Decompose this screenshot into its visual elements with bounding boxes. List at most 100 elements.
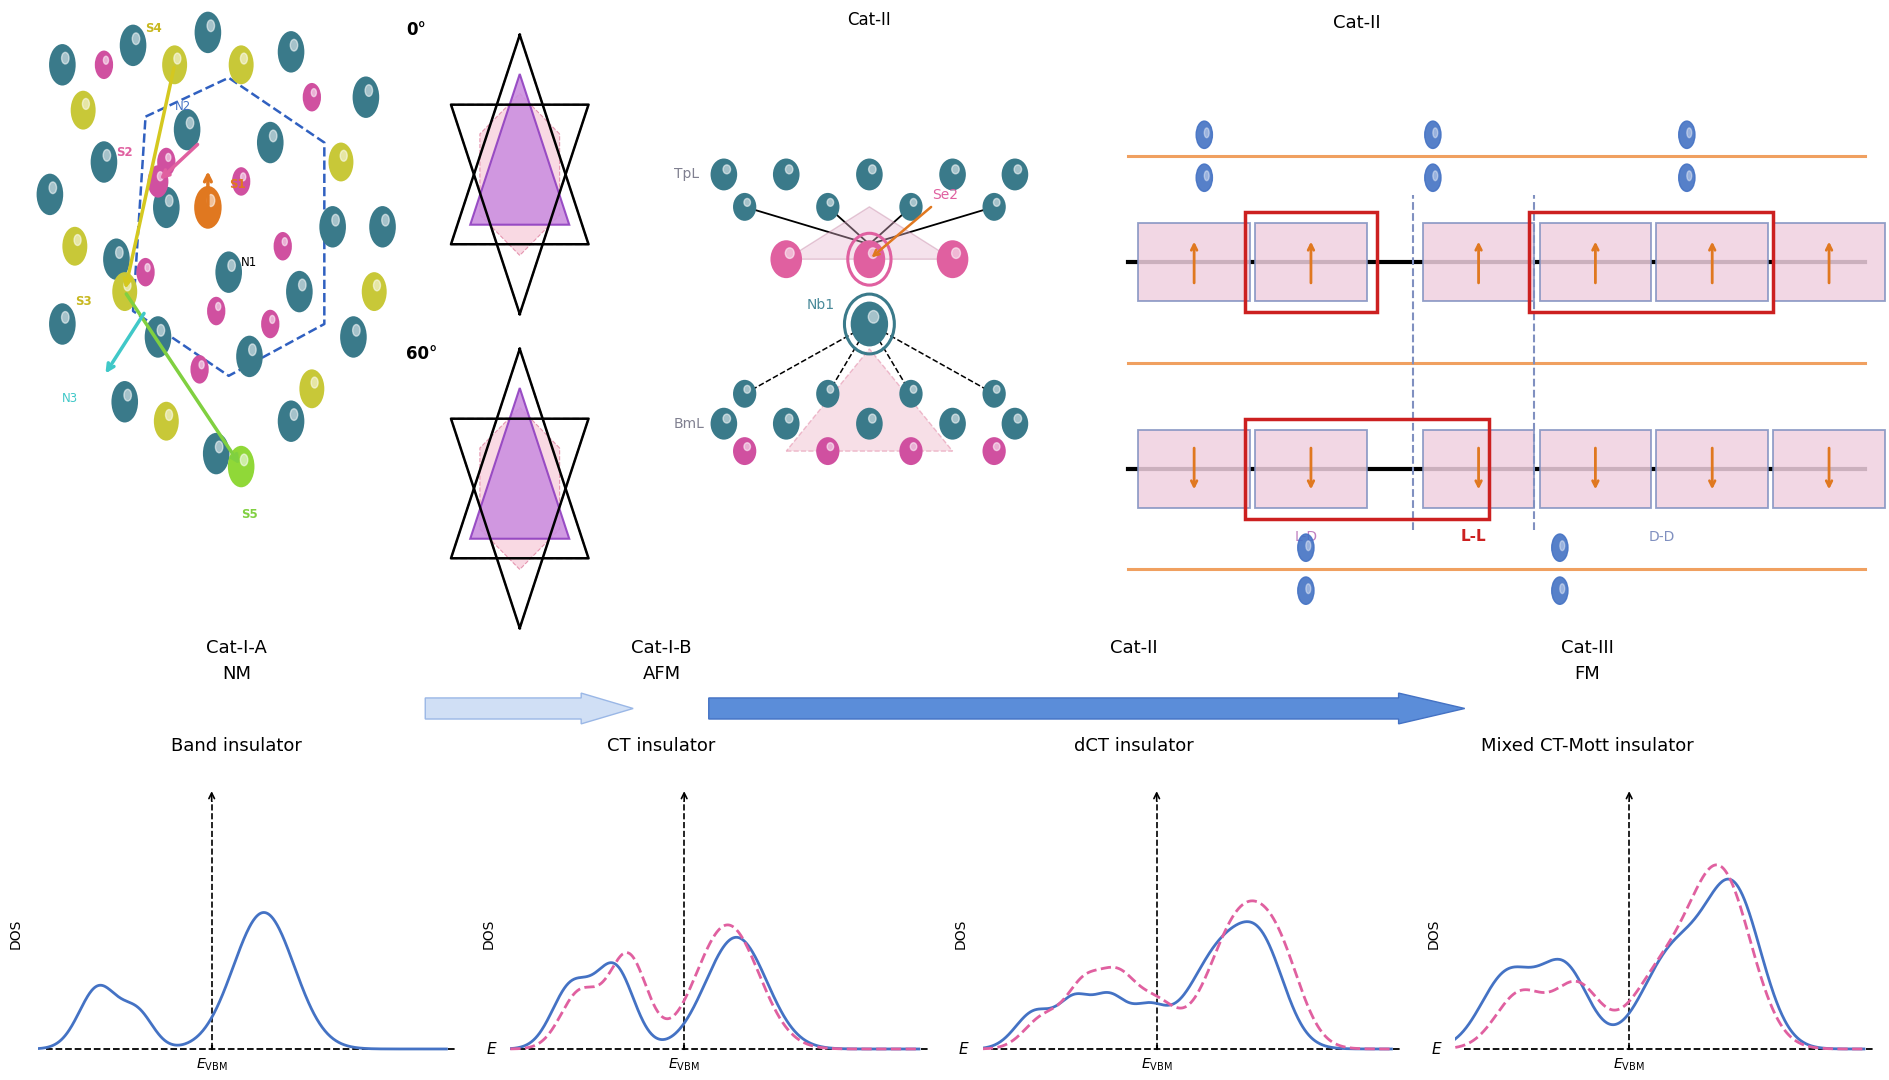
Text: S3: S3	[76, 295, 91, 308]
Circle shape	[215, 441, 223, 453]
Circle shape	[191, 355, 208, 383]
Text: Cat-II: Cat-II	[1109, 639, 1158, 658]
Text: $E$: $E$	[958, 1041, 969, 1057]
Text: BmL: BmL	[674, 417, 705, 431]
Circle shape	[365, 84, 372, 96]
Circle shape	[166, 409, 172, 420]
Circle shape	[278, 31, 304, 72]
Circle shape	[899, 193, 922, 220]
Circle shape	[773, 159, 799, 190]
Circle shape	[291, 39, 298, 51]
FancyBboxPatch shape	[1540, 430, 1651, 508]
Text: S2: S2	[117, 146, 132, 159]
Text: DOS: DOS	[9, 919, 23, 949]
Text: AFM: AFM	[642, 665, 680, 684]
Text: D-D: D-D	[1647, 530, 1674, 544]
Circle shape	[278, 401, 304, 442]
Circle shape	[236, 336, 263, 377]
Circle shape	[119, 25, 145, 66]
Circle shape	[937, 240, 967, 279]
Circle shape	[340, 316, 366, 357]
Circle shape	[302, 83, 321, 111]
Circle shape	[744, 386, 750, 393]
Circle shape	[856, 159, 882, 190]
Circle shape	[208, 19, 215, 31]
Circle shape	[312, 377, 317, 388]
Circle shape	[329, 143, 353, 181]
Text: $E_{\rm VBM}$: $E_{\rm VBM}$	[1141, 1057, 1171, 1074]
FancyBboxPatch shape	[1422, 224, 1534, 301]
Circle shape	[232, 167, 249, 195]
Ellipse shape	[1558, 541, 1564, 551]
Text: $E_{\rm VBM}$: $E_{\rm VBM}$	[1613, 1057, 1643, 1074]
Ellipse shape	[1685, 171, 1691, 180]
Text: NM: NM	[221, 665, 251, 684]
Circle shape	[710, 159, 737, 190]
Circle shape	[104, 149, 111, 161]
Circle shape	[74, 234, 81, 245]
FancyBboxPatch shape	[1254, 224, 1366, 301]
Circle shape	[147, 165, 168, 198]
Circle shape	[733, 380, 756, 408]
FancyBboxPatch shape	[1422, 430, 1534, 508]
Circle shape	[281, 238, 287, 245]
Ellipse shape	[1677, 121, 1694, 148]
Circle shape	[723, 165, 731, 174]
Circle shape	[867, 247, 876, 258]
Polygon shape	[470, 388, 569, 539]
Circle shape	[1014, 165, 1022, 174]
Circle shape	[827, 199, 833, 206]
Circle shape	[786, 165, 793, 174]
Circle shape	[982, 437, 1005, 465]
Ellipse shape	[1551, 577, 1568, 605]
Circle shape	[786, 414, 793, 423]
Circle shape	[994, 386, 999, 393]
Circle shape	[94, 51, 113, 79]
Circle shape	[111, 381, 138, 422]
Polygon shape	[786, 349, 952, 451]
Text: S5: S5	[242, 509, 257, 522]
Circle shape	[240, 173, 246, 180]
Circle shape	[198, 361, 204, 368]
Circle shape	[298, 279, 306, 291]
Circle shape	[361, 272, 387, 311]
Circle shape	[994, 199, 999, 206]
Circle shape	[291, 408, 298, 420]
Circle shape	[816, 380, 839, 408]
Text: dCT insulator: dCT insulator	[1073, 737, 1194, 755]
FancyBboxPatch shape	[1254, 430, 1366, 508]
Circle shape	[157, 148, 176, 176]
Circle shape	[157, 324, 164, 336]
Circle shape	[382, 214, 389, 226]
Circle shape	[939, 408, 965, 440]
Circle shape	[368, 206, 395, 247]
Circle shape	[869, 414, 876, 423]
FancyBboxPatch shape	[1655, 224, 1768, 301]
Circle shape	[869, 165, 876, 174]
Circle shape	[49, 303, 76, 345]
Ellipse shape	[1432, 127, 1438, 137]
Text: L-L: L-L	[1460, 529, 1485, 544]
Text: Se2: Se2	[873, 188, 958, 256]
Circle shape	[950, 247, 960, 258]
Circle shape	[274, 232, 291, 260]
Circle shape	[153, 187, 179, 228]
Circle shape	[827, 443, 833, 450]
Circle shape	[332, 214, 340, 226]
Text: Cat-I-B: Cat-I-B	[631, 639, 691, 658]
Circle shape	[270, 315, 274, 323]
Circle shape	[744, 443, 750, 450]
Circle shape	[195, 12, 221, 53]
Circle shape	[994, 443, 999, 450]
Text: $E_{\rm VBM}$: $E_{\rm VBM}$	[669, 1057, 699, 1074]
Circle shape	[62, 227, 87, 266]
Circle shape	[773, 408, 799, 440]
Circle shape	[229, 45, 253, 84]
Text: TpL: TpL	[674, 167, 699, 181]
Circle shape	[229, 446, 255, 487]
Circle shape	[157, 172, 162, 180]
Circle shape	[208, 297, 225, 325]
Circle shape	[1001, 159, 1028, 190]
Ellipse shape	[1196, 164, 1211, 191]
Ellipse shape	[1203, 171, 1209, 180]
